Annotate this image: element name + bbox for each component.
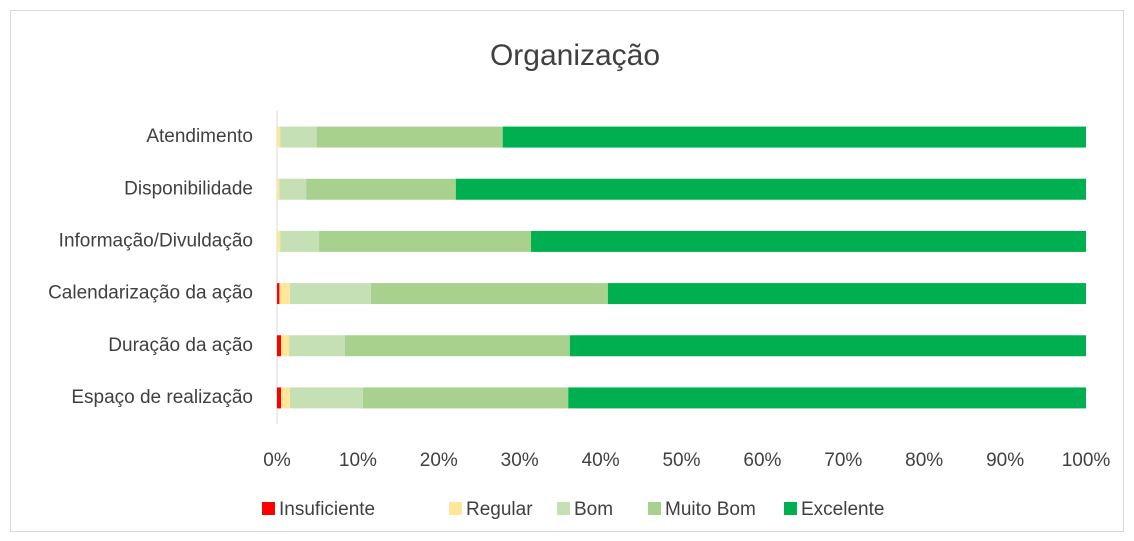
legend-swatch bbox=[784, 502, 797, 515]
x-tick-label: 30% bbox=[501, 450, 539, 471]
bar-segment bbox=[607, 283, 1086, 305]
bar-segment bbox=[281, 387, 290, 409]
legend-label: Insuficiente bbox=[279, 499, 375, 520]
bar-segment bbox=[280, 126, 317, 148]
bar-segment bbox=[568, 387, 1086, 409]
legend-swatch bbox=[648, 502, 661, 515]
bar-segment bbox=[289, 387, 363, 409]
x-tick-label: 20% bbox=[420, 450, 458, 471]
chart-title: Organização bbox=[490, 39, 660, 72]
bar-segment bbox=[344, 335, 570, 357]
legend-swatch bbox=[262, 502, 275, 515]
bar-segment bbox=[277, 283, 280, 305]
bar-segment bbox=[277, 126, 281, 148]
bar-segment bbox=[289, 283, 371, 305]
x-tick-label: 90% bbox=[986, 450, 1024, 471]
bar-segment bbox=[455, 178, 1086, 200]
legend-swatch bbox=[557, 502, 570, 515]
legend-label: Muito Bom bbox=[665, 499, 756, 520]
bar-segment bbox=[569, 335, 1086, 357]
legend-label: Bom bbox=[574, 499, 613, 520]
x-tick-label: 100% bbox=[1062, 450, 1111, 471]
bar-segment bbox=[306, 178, 456, 200]
bar-segment bbox=[277, 230, 281, 252]
legend-label: Excelente bbox=[801, 499, 884, 520]
x-tick-label: 40% bbox=[582, 450, 620, 471]
chart-frame bbox=[10, 10, 1124, 532]
y-tick-label: Informação/Divuldação bbox=[59, 230, 253, 251]
bar-segment bbox=[370, 283, 608, 305]
x-tick-label: 50% bbox=[662, 450, 700, 471]
y-tick-label: Calendarização da ação bbox=[48, 283, 253, 304]
x-tick-label: 70% bbox=[824, 450, 862, 471]
bar-segment bbox=[289, 335, 345, 357]
legend-swatch bbox=[449, 502, 462, 515]
x-tick-label: 80% bbox=[905, 450, 943, 471]
bar-segment bbox=[319, 230, 532, 252]
legend-label: Regular bbox=[466, 499, 533, 520]
y-tick-label: Atendimento bbox=[146, 126, 253, 147]
bar-segment bbox=[277, 387, 282, 409]
bar-segment bbox=[279, 283, 290, 305]
x-tick-label: 10% bbox=[339, 450, 377, 471]
y-tick-label: Disponibilidade bbox=[124, 178, 253, 199]
bar-segment bbox=[531, 230, 1086, 252]
bar-segment bbox=[281, 335, 290, 357]
bar-segment bbox=[277, 178, 280, 200]
bar-segment bbox=[280, 230, 320, 252]
x-tick-label: 0% bbox=[263, 450, 291, 471]
bar-segment bbox=[277, 335, 282, 357]
bar-segment bbox=[502, 126, 1086, 148]
bar-segment bbox=[362, 387, 569, 409]
bar-segment bbox=[316, 126, 503, 148]
y-tick-label: Duração da ação bbox=[108, 335, 253, 356]
bar-segment bbox=[279, 178, 307, 200]
y-tick-label: Espaço de realização bbox=[71, 387, 253, 408]
x-tick-label: 60% bbox=[743, 450, 781, 471]
